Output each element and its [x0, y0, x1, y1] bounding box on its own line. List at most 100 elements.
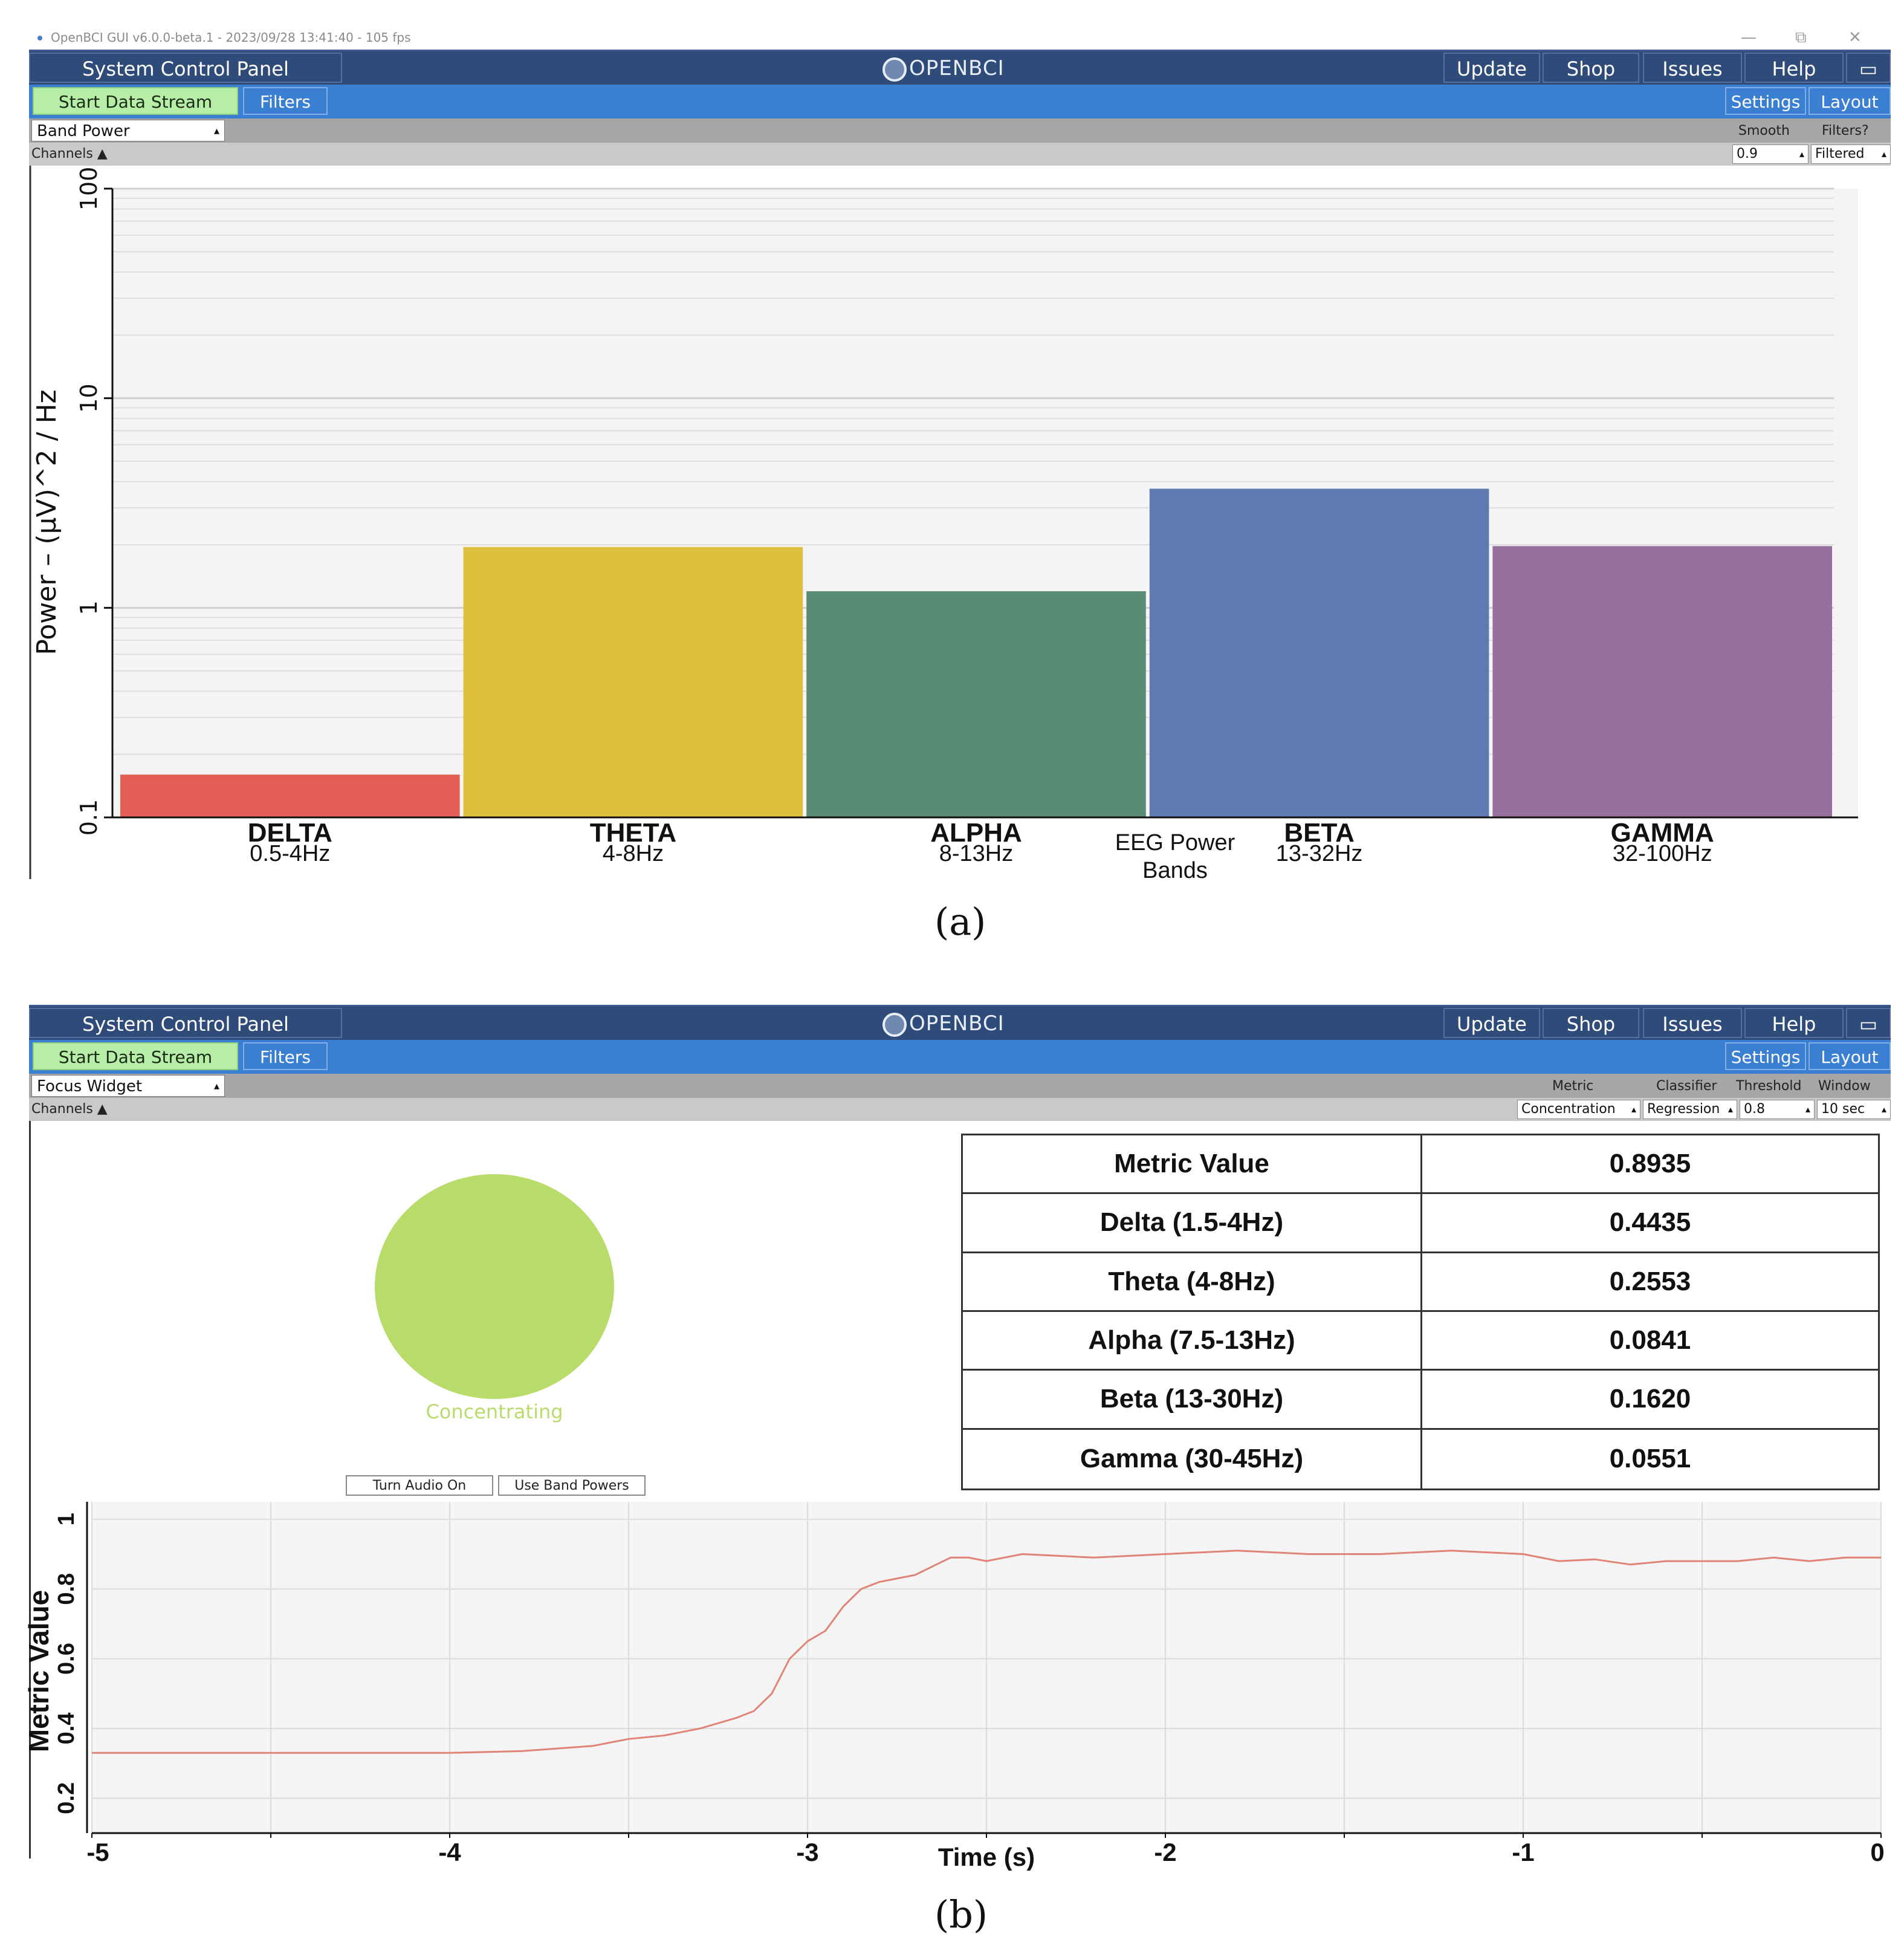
chevron-up-icon: ▴	[1728, 1103, 1733, 1115]
filters-button[interactable]: Filters	[243, 1042, 328, 1070]
window-label: Window	[1818, 1079, 1871, 1094]
channels-toggle[interactable]: Channels ▲	[31, 1102, 108, 1117]
filters-button[interactable]: Filters	[243, 87, 328, 115]
widget-select-value: Focus Widget	[37, 1077, 143, 1096]
widget-bar: Focus Widget ▴ Metric Classifier Threshol…	[29, 1074, 1891, 1098]
y-tick-label: 10	[76, 383, 102, 412]
layout-button[interactable]: Layout	[1808, 87, 1891, 115]
logo-text: OPENBCI	[909, 56, 1005, 80]
layout-button[interactable]: Layout	[1808, 1042, 1891, 1070]
system-control-panel-button[interactable]: System Control Panel	[29, 53, 342, 83]
shop-button[interactable]: Shop	[1543, 1008, 1639, 1038]
smooth-select-value: 0.9	[1737, 146, 1758, 161]
use-band-powers-button[interactable]: Use Band Powers	[498, 1475, 646, 1496]
fullscreen-icon[interactable]: ▭	[1846, 1008, 1891, 1038]
x-axis-label-line1: EEG Power	[1115, 830, 1235, 855]
chevron-up-icon: ▴	[213, 125, 219, 137]
metric-name-cell: Delta (1.5-4Hz)	[963, 1194, 1422, 1251]
x-axis-label-line2: Bands	[1142, 858, 1208, 879]
y-tick-label: 0.4	[54, 1713, 79, 1745]
y-tick-label: 0.1	[76, 799, 102, 836]
classifier-label: Classifier	[1656, 1079, 1717, 1094]
metric-select-value: Concentration	[1521, 1102, 1616, 1117]
openbci-logo-icon	[882, 57, 907, 82]
category-label: DELTA	[248, 818, 332, 848]
update-button[interactable]: Update	[1443, 1008, 1540, 1038]
smooth-label: Smooth	[1738, 123, 1790, 138]
table-row: Metric Value 0.8935	[963, 1135, 1878, 1195]
metric-select[interactable]: Concentration ▴	[1517, 1100, 1640, 1119]
metric-series-line	[92, 1550, 1881, 1754]
category-label: BETA	[1284, 818, 1355, 848]
start-data-stream-button[interactable]: Start Data Stream	[33, 1042, 238, 1070]
widget-select[interactable]: Band Power ▴	[31, 120, 225, 141]
help-button[interactable]: Help	[1744, 53, 1844, 83]
bar-theta	[463, 547, 803, 817]
focus-status-text: Concentrating	[426, 1400, 563, 1423]
openbci-logo: OPENBCI	[882, 1007, 1005, 1040]
table-row: Alpha (7.5-13Hz) 0.0841	[963, 1312, 1878, 1371]
metric-name-cell: Metric Value	[963, 1135, 1422, 1193]
x-tick-label: -2	[1154, 1838, 1176, 1866]
y-axis-label: Metric Value	[24, 1590, 54, 1752]
filters-select[interactable]: Filtered ▴	[1811, 144, 1891, 164]
threshold-select-value: 0.8	[1744, 1102, 1765, 1117]
bar-gamma	[1492, 546, 1832, 817]
category-range-label: 8-13Hz	[939, 841, 1014, 866]
widget-bar: Band Power ▴ Smooth Filters?	[29, 118, 1891, 143]
y-tick-label: 1	[76, 600, 102, 615]
focus-indicator-circle	[375, 1174, 614, 1399]
filters-label: Filters?	[1822, 123, 1869, 138]
settings-button[interactable]: Settings	[1725, 1042, 1806, 1070]
app-icon	[37, 36, 42, 41]
metric-value-cell: 0.1620	[1609, 1384, 1691, 1414]
table-row: Beta (13-30Hz) 0.1620	[963, 1371, 1878, 1430]
system-control-panel-button[interactable]: System Control Panel	[29, 1008, 342, 1038]
nav-bar: System Control Panel OPENBCI Update Shop…	[29, 1005, 1891, 1040]
metric-name-cell: Beta (13-30Hz)	[963, 1371, 1422, 1428]
start-data-stream-button[interactable]: Start Data Stream	[33, 87, 238, 115]
help-button[interactable]: Help	[1744, 1008, 1844, 1038]
bar-delta	[120, 774, 460, 817]
issues-button[interactable]: Issues	[1643, 1008, 1742, 1038]
table-row: Delta (1.5-4Hz) 0.4435	[963, 1194, 1878, 1253]
x-axis-label: EEG Power Bands	[1115, 830, 1235, 879]
issues-button[interactable]: Issues	[1643, 53, 1742, 83]
fullscreen-icon[interactable]: ▭	[1846, 53, 1891, 83]
nav-bar: System Control Panel OPENBCI Update Shop…	[29, 50, 1891, 85]
widget-select[interactable]: Focus Widget ▴	[31, 1075, 225, 1097]
channels-bar: Channels ▲ Concentration ▴ Regression ▴ 0.…	[29, 1098, 1891, 1121]
classifier-select[interactable]: Regression ▴	[1643, 1100, 1737, 1119]
shop-button[interactable]: Shop	[1543, 53, 1639, 83]
channels-toggle[interactable]: Channels ▲	[31, 146, 108, 161]
metric-value-chart: 0.2 0.4 0.6 0.8 1 -5 -4 -3 -2 -1 0 Metric Value T…	[24, 1502, 1885, 1871]
metric-value-cell: 0.2553	[1609, 1266, 1691, 1296]
close-icon[interactable]: ✕	[1848, 28, 1862, 47]
window-title: OpenBCI GUI v6.0.0-beta.1 - 2023/09/28 1…	[51, 30, 411, 45]
category-label: GAMMA	[1611, 818, 1714, 848]
metric-value-cell: 0.8935	[1609, 1149, 1691, 1179]
window-select[interactable]: 10 sec ▴	[1817, 1100, 1891, 1119]
metric-value-cell: 0.0841	[1609, 1325, 1691, 1355]
minimize-icon[interactable]: —	[1741, 28, 1757, 47]
metrics-table: Metric Value 0.8935 Delta (1.5-4Hz) 0.4435 T…	[961, 1134, 1880, 1490]
smooth-select[interactable]: 0.9 ▴	[1732, 144, 1808, 164]
x-tick-label: 0	[1870, 1838, 1884, 1866]
restore-icon[interactable]: ⧉	[1795, 28, 1807, 47]
category-range-label: 4-8Hz	[603, 841, 664, 866]
turn-audio-on-button[interactable]: Turn Audio On	[346, 1475, 493, 1496]
settings-button[interactable]: Settings	[1725, 87, 1806, 115]
y-tick-label: 0.8	[54, 1573, 79, 1605]
table-row: Gamma (30-45Hz) 0.0551	[963, 1429, 1878, 1488]
threshold-select[interactable]: 0.8 ▴	[1740, 1100, 1815, 1119]
window-titlebar: OpenBCI GUI v6.0.0-beta.1 - 2023/09/28 1…	[29, 25, 1891, 50]
filters-select-value: Filtered	[1815, 146, 1865, 161]
update-button[interactable]: Update	[1443, 53, 1540, 83]
y-tick-label: 100	[76, 167, 102, 211]
bar-alpha	[806, 591, 1146, 817]
app-panel-a: System Control Panel OPENBCI Update Shop…	[29, 50, 1891, 279]
category-range-label: 13-32Hz	[1276, 841, 1363, 866]
openbci-logo-icon	[882, 1012, 907, 1037]
threshold-label: Threshold	[1736, 1079, 1802, 1094]
